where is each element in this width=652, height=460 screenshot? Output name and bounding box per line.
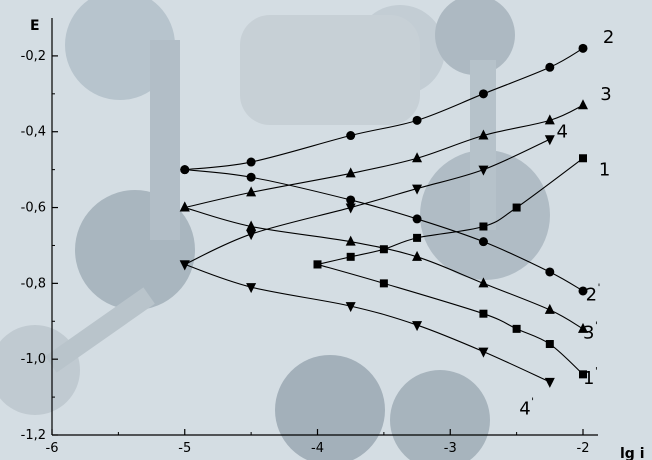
watermark-shape — [240, 15, 420, 125]
series-line — [184, 138, 551, 265]
data-point — [379, 245, 388, 254]
axes: -0,2 -0,4 -0,6 -0,8 -1,0 -1,2-6 -5 -4 -3 -2 — [21, 18, 598, 456]
data-point — [544, 377, 555, 388]
curves: 11'22'33'44 ' — [179, 27, 614, 419]
series-label: 4 — [519, 398, 530, 419]
data-point — [544, 303, 555, 314]
series-4-prime: 4 ' — [179, 260, 555, 419]
x-axis-title: lg i — [620, 446, 645, 460]
watermark-shape — [65, 0, 175, 100]
data-point — [579, 154, 587, 163]
data-point — [346, 252, 355, 261]
series-2-prime: 2 ' — [180, 165, 600, 306]
data-point — [578, 99, 588, 110]
watermark-shape — [275, 355, 385, 460]
series-line — [317, 263, 584, 375]
series-line — [184, 263, 551, 383]
data-point — [345, 302, 356, 313]
data-point — [412, 321, 423, 332]
data-point — [412, 115, 422, 125]
data-point — [512, 203, 521, 212]
x-tick-label: -6 — [46, 441, 59, 456]
series-label-prime: ' — [531, 396, 534, 407]
x-tick-label: -5 — [178, 441, 191, 456]
series-label: 1 — [599, 160, 610, 181]
data-point — [478, 277, 489, 288]
series-4: 4 — [179, 122, 568, 271]
y-axis-title: E — [30, 18, 40, 34]
data-point — [345, 167, 356, 178]
data-point — [479, 222, 488, 231]
y-tick-label: -0,6 — [21, 201, 46, 216]
data-point — [544, 114, 555, 125]
series-label: 2 — [586, 285, 597, 306]
data-point — [345, 203, 356, 214]
y-tick-label: -1,0 — [21, 352, 46, 367]
x-tick-label: -3 — [444, 441, 457, 456]
data-point — [478, 165, 489, 176]
data-point — [478, 89, 488, 99]
data-point — [478, 129, 489, 140]
data-point — [179, 260, 190, 271]
series-label: 3 — [600, 84, 611, 105]
series-label: 4 — [556, 122, 567, 143]
y-tick-label: -0,8 — [21, 276, 46, 291]
watermark-shape — [390, 370, 490, 460]
series-label-prime: ' — [595, 321, 598, 332]
data-point — [379, 279, 388, 288]
x-tick-label: -2 — [577, 441, 590, 456]
series-label-prime: ' — [598, 283, 601, 294]
data-point — [345, 235, 356, 246]
data-point — [478, 347, 489, 358]
data-point — [579, 370, 587, 379]
watermark-shape — [0, 325, 80, 415]
data-point — [313, 260, 322, 269]
watermark-background — [0, 0, 550, 460]
series-1-prime: 1 ' — [313, 260, 598, 389]
data-point — [578, 322, 588, 333]
series-1: 1 — [313, 154, 610, 269]
series-label: 3 — [583, 323, 594, 344]
series-label-prime: ' — [595, 366, 598, 377]
series-3-prime: 3 ' — [179, 201, 598, 344]
series-label: 1 — [583, 368, 594, 389]
data-point — [545, 340, 554, 349]
data-point — [246, 220, 257, 231]
watermark-shape — [150, 40, 180, 240]
data-point — [545, 267, 555, 277]
watermark-shape — [45, 287, 155, 373]
data-point — [412, 184, 423, 195]
data-point — [246, 186, 257, 197]
data-point — [478, 237, 488, 247]
x-tick-label: -4 — [311, 441, 324, 456]
data-point — [413, 233, 422, 242]
data-point — [479, 309, 488, 318]
data-point — [246, 230, 257, 241]
data-point — [578, 286, 588, 296]
data-point — [412, 250, 423, 261]
watermark-shape — [470, 60, 496, 230]
series-label: 2 — [603, 27, 614, 48]
data-point — [512, 324, 521, 333]
data-point — [412, 214, 422, 224]
data-point — [246, 283, 257, 294]
data-point — [246, 157, 256, 167]
data-point — [544, 135, 555, 146]
y-tick-label: -0,2 — [21, 49, 46, 64]
data-point — [179, 201, 190, 212]
data-point — [545, 62, 555, 72]
data-point — [346, 131, 356, 141]
y-tick-label: -0,4 — [21, 125, 46, 140]
data-point — [246, 172, 256, 182]
data-point — [180, 165, 190, 175]
data-point — [578, 43, 588, 53]
data-point — [412, 152, 423, 163]
data-point — [346, 195, 356, 205]
y-tick-label: -1,2 — [21, 428, 46, 443]
watermark-shape — [435, 0, 515, 75]
